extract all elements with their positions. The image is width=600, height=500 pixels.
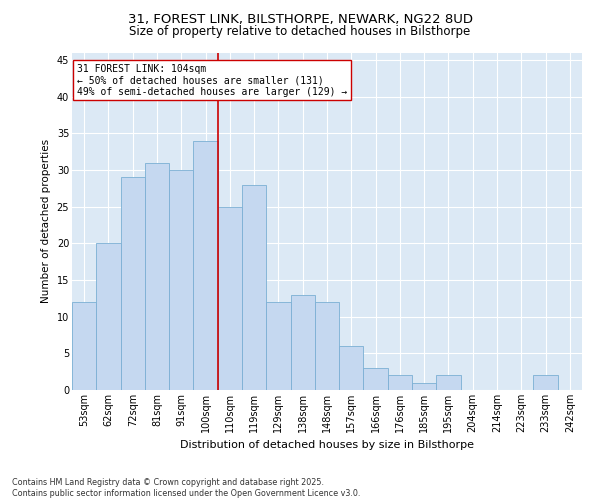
Bar bbox=[218, 206, 242, 390]
Bar bbox=[388, 376, 412, 390]
Text: 31 FOREST LINK: 104sqm
← 50% of detached houses are smaller (131)
49% of semi-de: 31 FOREST LINK: 104sqm ← 50% of detached… bbox=[77, 64, 347, 96]
Text: 31, FOREST LINK, BILSTHORPE, NEWARK, NG22 8UD: 31, FOREST LINK, BILSTHORPE, NEWARK, NG2… bbox=[128, 12, 473, 26]
X-axis label: Distribution of detached houses by size in Bilsthorpe: Distribution of detached houses by size … bbox=[180, 440, 474, 450]
Bar bbox=[242, 184, 266, 390]
Bar bbox=[169, 170, 193, 390]
Bar bbox=[533, 376, 558, 390]
Bar bbox=[364, 368, 388, 390]
Bar bbox=[121, 177, 145, 390]
Bar bbox=[315, 302, 339, 390]
Bar bbox=[290, 294, 315, 390]
Bar bbox=[145, 162, 169, 390]
Bar bbox=[96, 244, 121, 390]
Bar bbox=[193, 140, 218, 390]
Bar bbox=[412, 382, 436, 390]
Text: Size of property relative to detached houses in Bilsthorpe: Size of property relative to detached ho… bbox=[130, 25, 470, 38]
Bar bbox=[266, 302, 290, 390]
Bar bbox=[339, 346, 364, 390]
Bar bbox=[72, 302, 96, 390]
Text: Contains HM Land Registry data © Crown copyright and database right 2025.
Contai: Contains HM Land Registry data © Crown c… bbox=[12, 478, 361, 498]
Bar bbox=[436, 376, 461, 390]
Y-axis label: Number of detached properties: Number of detached properties bbox=[41, 139, 51, 304]
